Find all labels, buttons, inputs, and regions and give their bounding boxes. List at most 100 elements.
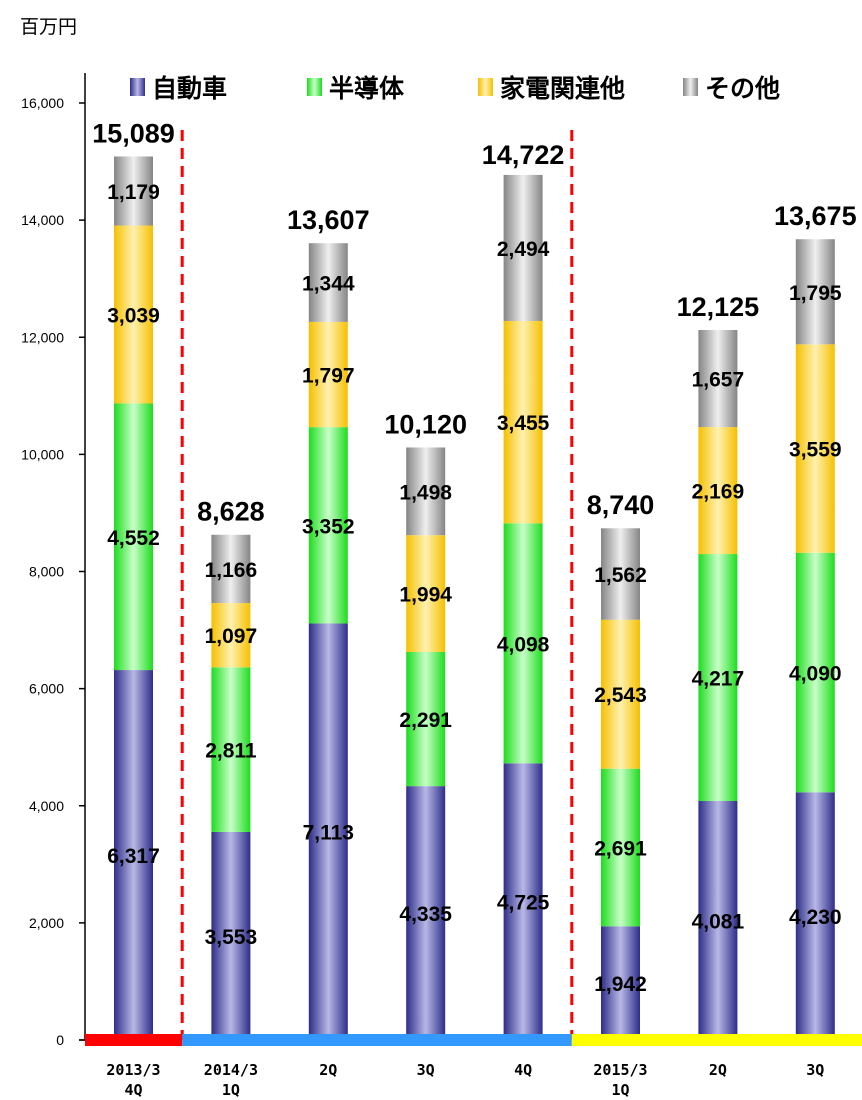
bar-total-label: 8,628	[197, 497, 265, 527]
legend-label: 半導体	[329, 74, 405, 103]
x-tick-label: 1Q	[611, 1081, 629, 1099]
bar-value-label: 1,179	[107, 181, 160, 204]
bar-segment	[698, 329, 738, 428]
bar-segment	[795, 239, 835, 345]
y-axis: 0 2,000 4,000 6,000 8,000 10,000 12,000 14,000 1…	[21, 73, 86, 1048]
bar-segment	[308, 243, 348, 322]
legend-label: 自動車	[152, 74, 227, 103]
y-tick-label: 16,000	[21, 95, 64, 111]
bar-segment	[114, 225, 153, 404]
bar-segment	[601, 926, 640, 1040]
bar-segment	[308, 321, 348, 428]
bar-segment	[795, 792, 835, 1040]
bar-value-label: 3,039	[107, 304, 160, 327]
unit-label: 百万円	[20, 16, 78, 38]
y-tick-label: 4,000	[29, 798, 64, 814]
y-tick-label: 8,000	[29, 564, 64, 580]
bar-value-label: 1,344	[302, 273, 355, 296]
bar-value-label: 1,498	[399, 481, 452, 504]
x-tick-label: 2Q	[709, 1061, 727, 1079]
bar-segment	[601, 528, 640, 620]
bar-value-label: 1,797	[302, 365, 355, 388]
bar-value-label: 4,098	[497, 633, 550, 656]
bar-segment	[503, 320, 543, 524]
bar-value-label: 2,691	[594, 837, 647, 860]
bar-total-label: 8,740	[587, 490, 655, 520]
bar-value-label: 1,166	[205, 559, 258, 582]
bar-segment	[698, 801, 738, 1040]
x-tick-label: 1Q	[222, 1081, 240, 1099]
bar-value-label: 4,217	[692, 668, 745, 691]
bar-value-label: 1,657	[692, 369, 745, 392]
bar-value-label: 3,559	[789, 439, 842, 462]
bar-total-label: 10,120	[384, 409, 467, 439]
fiscal-year-band	[571, 1034, 862, 1046]
bar-value-label: 2,543	[594, 684, 647, 707]
legend-label: 家電関連他	[500, 74, 625, 103]
bar-segment	[114, 156, 153, 226]
x-tick-label: 4Q	[124, 1081, 142, 1099]
fiscal-year-band	[85, 1034, 183, 1046]
bar-value-label: 3,352	[302, 515, 355, 538]
y-tick-label: 2,000	[29, 915, 64, 931]
bar-segment	[308, 623, 348, 1040]
x-tick-label: 3Q	[417, 1061, 435, 1079]
bar-value-label: 4,230	[789, 906, 842, 929]
bar-segment	[211, 534, 251, 604]
bar-value-label: 6,317	[107, 845, 160, 868]
legend-swatch	[683, 78, 698, 96]
bar-value-label: 1,562	[594, 564, 647, 587]
bar-value-label: 4,090	[789, 663, 842, 686]
bar-value-label: 4,081	[692, 911, 745, 934]
bar-segment	[601, 619, 640, 769]
bar-segment	[503, 174, 543, 321]
legend-swatch	[478, 78, 493, 96]
bar-segment	[698, 554, 738, 802]
bar-segment	[406, 786, 446, 1040]
bar-value-label: 1,942	[594, 973, 647, 996]
bar-segment	[211, 667, 251, 832]
legend-label: その他	[705, 74, 780, 103]
bar-value-label: 3,455	[497, 412, 550, 435]
x-axis-labels: 2013/3 4Q 2014/3 1Q 2Q 3Q 4Q 2015/3 1Q 2Q 3Q	[106, 1061, 824, 1099]
bar-value-label: 2,811	[205, 740, 257, 763]
bar-segment	[503, 523, 543, 764]
fiscal-year-bands	[79, 1034, 862, 1046]
bar-segment	[795, 344, 835, 553]
bar-segment	[698, 427, 738, 555]
legend-swatch	[130, 78, 145, 96]
x-tick-label: 4Q	[514, 1061, 532, 1079]
y-tick-label: 0	[56, 1032, 64, 1048]
x-tick-label: 2013/3	[106, 1061, 160, 1079]
y-tick-label: 14,000	[21, 212, 64, 228]
x-tick-label: 2014/3	[204, 1061, 258, 1079]
legend-swatch	[307, 78, 322, 96]
bar-segment	[503, 763, 543, 1040]
bar-segment	[114, 403, 153, 671]
bar-segment	[406, 447, 446, 536]
bar-segment	[795, 552, 835, 793]
fiscal-year-dividers	[180, 130, 574, 1040]
bar-segment	[406, 651, 446, 787]
bars: 6,317 4,552 3,039 1,179 15,089 3,553 2,811 1,09…	[92, 118, 857, 1040]
bar-value-label: 1,994	[399, 584, 452, 607]
bar-value-label: 1,097	[205, 625, 258, 648]
bar-segment	[406, 535, 446, 652]
bar-value-label: 2,291	[399, 709, 452, 732]
bar-value-label: 4,335	[399, 903, 452, 926]
legend: 自動車 半導体 家電関連他 その他	[130, 74, 780, 103]
bar-value-label: 4,552	[107, 527, 160, 550]
y-tick-label: 10,000	[21, 446, 64, 462]
x-tick-label: 3Q	[806, 1061, 824, 1079]
y-tick-label: 12,000	[21, 329, 64, 345]
y-tick-label: 6,000	[29, 681, 64, 697]
bar-value-label: 1,795	[789, 282, 842, 305]
bar-value-label: 2,169	[692, 481, 745, 504]
fiscal-year-band	[182, 1034, 572, 1046]
bar-total-label: 14,722	[482, 140, 565, 170]
bar-value-label: 3,553	[205, 926, 258, 949]
bar-segment	[601, 768, 640, 927]
x-tick-label: 2Q	[319, 1061, 337, 1079]
bar-value-label: 7,113	[303, 822, 354, 845]
